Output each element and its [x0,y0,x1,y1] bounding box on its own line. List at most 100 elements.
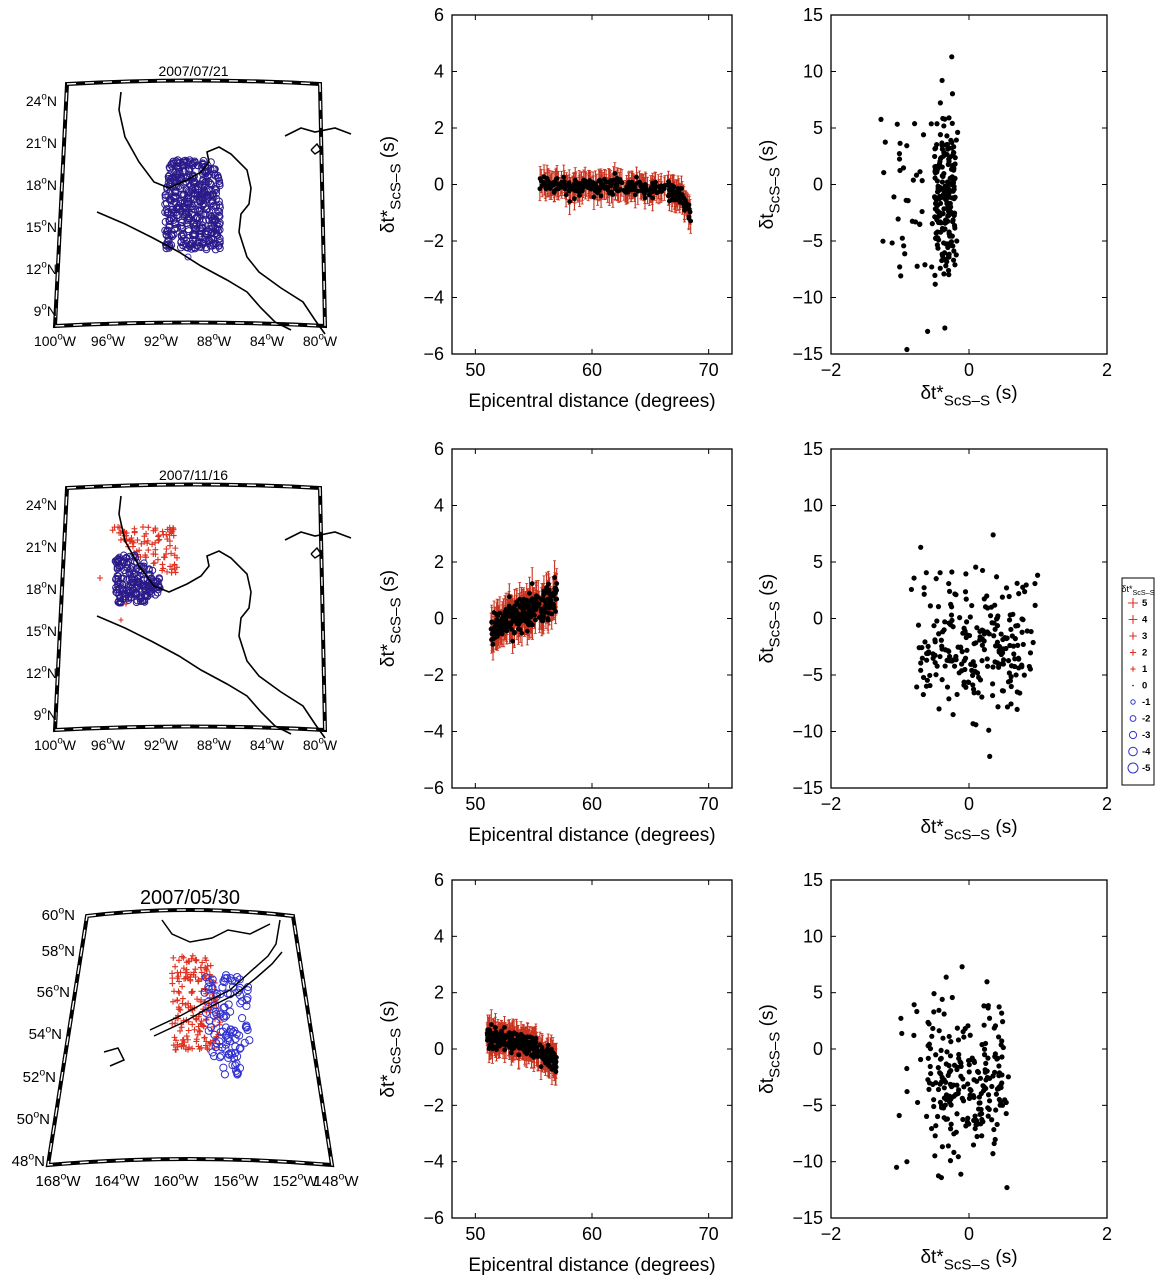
data-point [961,1034,967,1040]
station-plus [193,1015,200,1022]
data-point [936,706,942,712]
y-tick-label: 2 [434,552,444,572]
chart-dt_vs_dtstar_3: −2 0 2 −15 −10 −5 0 5 10 15 δt*ScS–S (s) δtScS–S (s… [757,870,1112,1274]
data-point [970,686,977,692]
data-point [642,195,648,201]
station-plus [163,531,170,538]
data-point [917,1056,924,1063]
data-point [1005,658,1012,664]
data-point [1026,663,1032,670]
data-point [985,1113,991,1119]
station-circle [205,225,214,233]
data-point [960,1076,966,1082]
data-point [924,657,930,663]
x-tick-label: 70 [699,794,719,814]
station-circle [166,164,174,173]
data-point [931,1009,937,1015]
data-point [1006,617,1013,623]
map-title: 2007/11/16 [159,467,228,483]
plot-frame [830,879,1108,1219]
data-point [878,116,884,122]
data-point [1014,706,1020,713]
data-point [963,684,969,690]
data-point [911,1032,917,1038]
data-point [654,190,660,196]
data-point [945,205,951,211]
data-point [946,1063,952,1069]
station-circle [189,236,197,245]
data-point [974,1068,981,1075]
y-tick-label: −4 [423,288,444,308]
data-point [534,601,540,607]
station-plus [172,963,179,970]
data-point [972,1113,978,1119]
data-point [894,121,900,127]
station-plus [154,556,161,563]
station-circle [156,584,164,592]
data-point [965,1115,971,1121]
data-point [634,174,639,180]
station-circle [205,185,214,194]
station-circle [175,159,184,168]
station-circle [151,591,160,599]
data-point [945,213,951,219]
station-plus [185,1027,192,1034]
data-point [933,1052,939,1058]
data-point [535,1054,541,1060]
station-circle [145,588,153,597]
data-point [989,692,996,699]
data-point [941,206,947,212]
data-point [540,1047,545,1053]
data-point [995,664,1002,670]
data-point [973,722,979,728]
station-circle [215,220,224,229]
data-point [942,325,948,331]
data-point [947,1053,954,1059]
x-tick-label: 0 [964,794,974,814]
data-point [1009,633,1015,639]
data-point [992,1051,998,1057]
data-point [1028,628,1034,635]
lat-label: 21oN [26,538,57,555]
data-point [530,609,536,615]
data-point [539,606,544,612]
data-point [948,601,954,607]
station-circle [116,598,124,607]
data-point [672,189,677,195]
station-circle [183,157,192,166]
data-point [927,1063,933,1070]
data-point [956,1051,962,1058]
x-tick-label: 2 [1102,1224,1112,1244]
y-tick-label: 6 [434,5,444,25]
data-point [943,974,949,980]
data-point [523,603,528,609]
data-point [985,1002,991,1009]
station-circle [124,596,133,604]
data-point [998,631,1004,637]
data-point [941,1011,947,1017]
data-point [999,1038,1005,1044]
coastline-cuba [284,531,352,541]
data-point [1008,626,1014,633]
data-point [948,1039,954,1045]
station-circle [162,199,171,208]
data-point [937,193,943,199]
data-point [966,1121,972,1127]
data-point [952,161,958,167]
data-point [942,647,948,653]
data-point [880,238,886,244]
data-point [895,216,901,222]
station-circle [138,567,146,575]
station-plus [155,533,162,540]
data-point [948,145,955,151]
data-point [968,661,974,667]
data-point [942,183,948,189]
station-plus [189,952,196,959]
data-point [944,1049,950,1055]
station-circle [166,176,175,184]
station-plus [169,975,176,982]
data-point [914,1008,920,1015]
data-point [537,186,543,192]
data-point [933,1123,939,1129]
data-point [543,603,549,608]
